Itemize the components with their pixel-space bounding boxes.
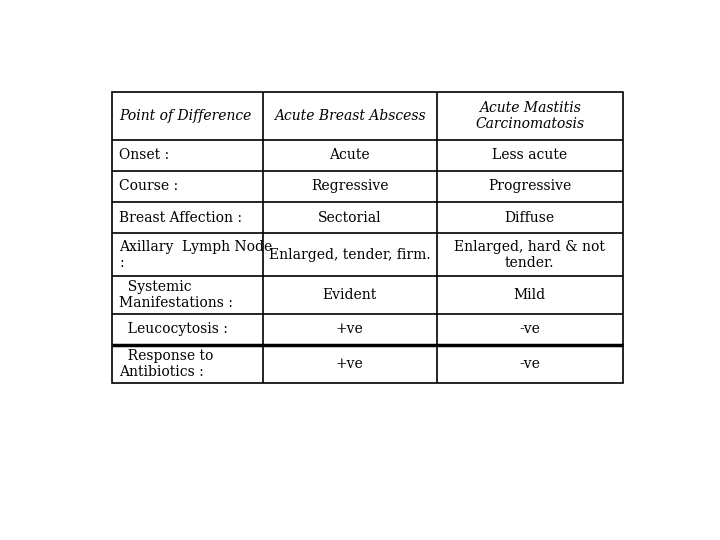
Text: Progressive: Progressive — [488, 179, 572, 193]
Text: Leucocytosis :: Leucocytosis : — [119, 322, 228, 336]
Text: Acute: Acute — [330, 148, 370, 162]
Text: Acute Breast Abscess: Acute Breast Abscess — [274, 109, 426, 123]
Text: Response to
Antibiotics :: Response to Antibiotics : — [119, 349, 213, 379]
Text: -ve: -ve — [519, 322, 540, 336]
Text: Evident: Evident — [323, 288, 377, 302]
Text: Regressive: Regressive — [311, 179, 389, 193]
Text: Acute Mastitis
Carcinomatosis: Acute Mastitis Carcinomatosis — [475, 100, 584, 131]
Text: Mild: Mild — [513, 288, 546, 302]
Text: Systemic
Manifestations :: Systemic Manifestations : — [119, 280, 233, 310]
Text: Course :: Course : — [119, 179, 178, 193]
Text: Onset :: Onset : — [119, 148, 169, 162]
Bar — [112, 92, 623, 383]
Text: Diffuse: Diffuse — [505, 211, 555, 225]
Text: +ve: +ve — [336, 322, 364, 336]
Text: +ve: +ve — [336, 357, 364, 371]
Text: Breast Affection :: Breast Affection : — [119, 211, 242, 225]
Text: -ve: -ve — [519, 357, 540, 371]
Text: Enlarged, tender, firm.: Enlarged, tender, firm. — [269, 248, 431, 261]
Text: Axillary  Lymph Node
:: Axillary Lymph Node : — [119, 240, 272, 269]
Text: Less acute: Less acute — [492, 148, 567, 162]
Text: Point of Difference: Point of Difference — [119, 109, 251, 123]
Text: Enlarged, hard & not
tender.: Enlarged, hard & not tender. — [454, 240, 605, 269]
Text: Sectorial: Sectorial — [318, 211, 382, 225]
